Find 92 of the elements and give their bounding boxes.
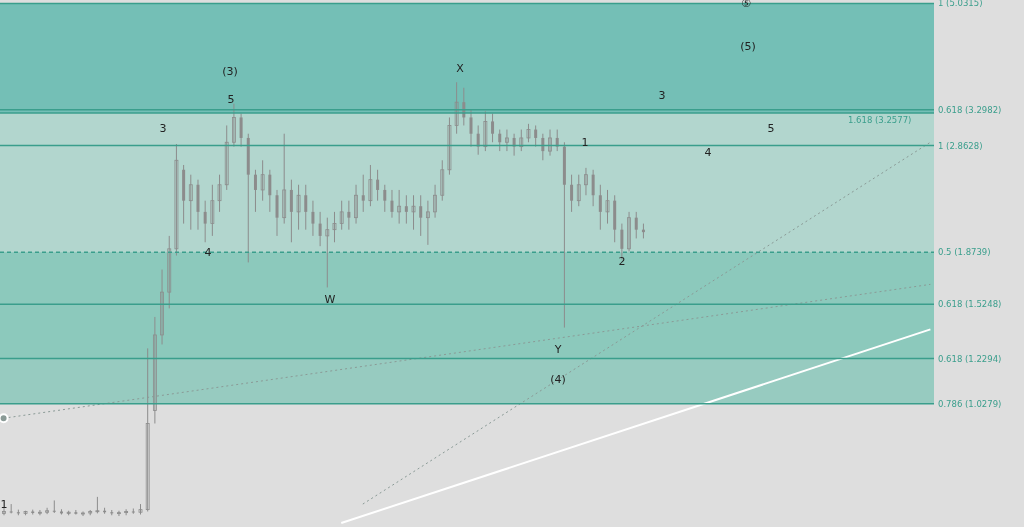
candlestick bbox=[505, 129, 509, 152]
candlestick bbox=[203, 200, 207, 243]
annotation: Y bbox=[553, 343, 562, 356]
candlestick bbox=[440, 159, 445, 202]
candlestick bbox=[38, 509, 42, 516]
ref-line-label: 0.618 (1.2294) bbox=[938, 353, 1002, 364]
candlestick bbox=[419, 194, 423, 237]
annotation: 3 bbox=[658, 89, 666, 102]
candlestick bbox=[555, 129, 559, 152]
candlestick bbox=[425, 200, 430, 246]
candlestick bbox=[584, 167, 588, 196]
candlestick bbox=[519, 129, 524, 152]
candlestick bbox=[411, 194, 416, 231]
candlestick bbox=[45, 507, 50, 515]
candlestick bbox=[232, 103, 236, 148]
candlestick bbox=[383, 184, 387, 213]
candlestick bbox=[138, 503, 143, 516]
ref-line-label: 0.5 (1.8739) bbox=[938, 247, 991, 258]
candlestick bbox=[354, 184, 358, 225]
annotation: 2 bbox=[618, 255, 626, 268]
candlestick bbox=[397, 189, 402, 225]
candlestick bbox=[476, 124, 480, 156]
candlestick bbox=[548, 129, 552, 157]
candlestick bbox=[534, 124, 538, 148]
candlestick bbox=[239, 113, 243, 148]
ref-line-label: 0.618 (3.2982) bbox=[938, 104, 1002, 115]
candlestick bbox=[598, 184, 602, 231]
candlestick bbox=[152, 316, 157, 424]
candlestick bbox=[433, 184, 437, 219]
candlestick bbox=[454, 81, 459, 135]
candlestick bbox=[210, 184, 215, 237]
annotation: W bbox=[324, 293, 336, 306]
candlestick bbox=[576, 174, 581, 207]
candlestick bbox=[591, 169, 595, 207]
ref-line-label: 0.618 (1.5248) bbox=[938, 299, 1002, 310]
candlestick bbox=[634, 211, 638, 239]
candlestick bbox=[447, 116, 452, 176]
annotation: X bbox=[456, 62, 465, 75]
candlestick bbox=[512, 133, 516, 157]
candlestick bbox=[469, 109, 473, 148]
candlestick bbox=[605, 189, 610, 225]
candlestick bbox=[296, 184, 301, 231]
candlestick bbox=[368, 164, 373, 207]
candlestick bbox=[332, 211, 337, 243]
candlestick bbox=[347, 200, 351, 231]
annotation: 5 bbox=[767, 122, 775, 135]
candlestick bbox=[188, 174, 193, 231]
candlestick bbox=[361, 174, 365, 213]
candlestick bbox=[275, 189, 279, 237]
candlestick bbox=[390, 189, 394, 219]
annotation: (3) bbox=[222, 65, 238, 78]
annotation: (5) bbox=[740, 40, 756, 53]
candlestick bbox=[318, 211, 322, 247]
candlestick bbox=[282, 133, 287, 225]
candlestick bbox=[260, 159, 265, 202]
annotation: 4 bbox=[204, 246, 212, 259]
candlestick bbox=[131, 508, 135, 515]
candlestick bbox=[52, 499, 56, 514]
candlestick bbox=[483, 110, 488, 152]
candlestick bbox=[541, 133, 545, 161]
candlestick bbox=[304, 184, 308, 231]
candlestick bbox=[491, 113, 495, 143]
candlestick bbox=[627, 211, 631, 252]
candlestick bbox=[526, 123, 531, 143]
candlestick bbox=[325, 217, 330, 288]
candlestick bbox=[376, 169, 380, 202]
annotation: 1 bbox=[0, 498, 8, 511]
candlestick bbox=[311, 200, 315, 237]
candlestick bbox=[289, 179, 293, 243]
candlestick bbox=[174, 143, 179, 257]
candlestick bbox=[253, 169, 257, 213]
candlestick bbox=[498, 129, 502, 152]
annotation: 4 bbox=[704, 146, 712, 159]
candlestick bbox=[167, 235, 172, 309]
candlestick bbox=[339, 200, 344, 231]
candlestick bbox=[160, 269, 164, 345]
candlestick bbox=[268, 169, 272, 213]
candlestick bbox=[217, 174, 222, 213]
annotation: (4) bbox=[550, 373, 566, 386]
candlestick bbox=[224, 124, 229, 191]
annotation: 5 bbox=[227, 93, 235, 106]
candlestick bbox=[404, 194, 408, 225]
candlestick bbox=[145, 347, 150, 512]
ref-line-label: 1 (2.8628) bbox=[938, 140, 983, 151]
candlestick bbox=[117, 510, 121, 517]
candlestick bbox=[124, 508, 129, 516]
ref-line-label: 1.618 (3.2577) bbox=[848, 114, 912, 125]
ref-line-label: 0.786 (1.0279) bbox=[938, 398, 1002, 409]
annotation: 3 bbox=[159, 122, 167, 135]
candlestick bbox=[570, 174, 574, 213]
candlestick bbox=[2, 507, 6, 516]
ref-line-label: 1 (5.0315) bbox=[938, 0, 983, 9]
